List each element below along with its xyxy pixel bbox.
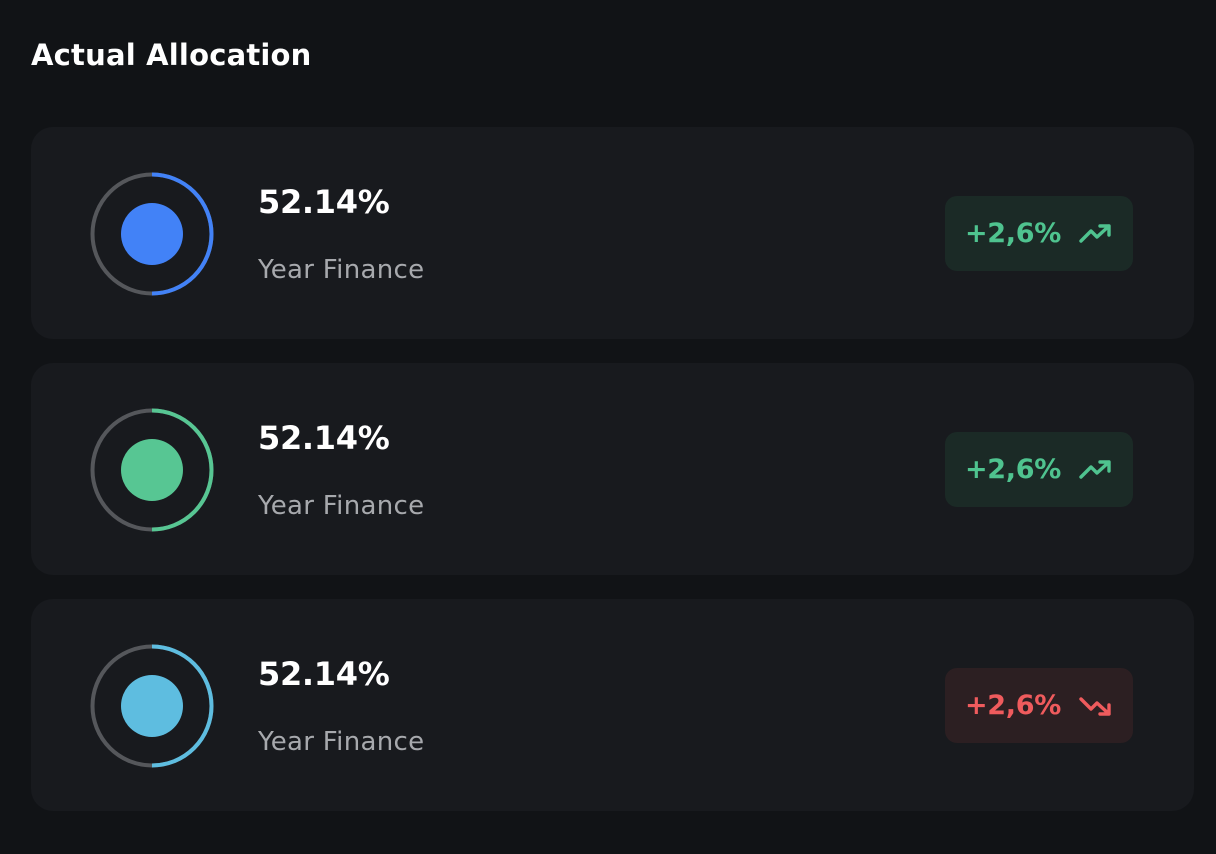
allocation-ring [89, 643, 215, 769]
allocation-card[interactable]: 52.14% Year Finance +2,6% [31, 599, 1194, 811]
allocation-value: 52.14% [258, 419, 390, 457]
allocation-value: 52.14% [258, 655, 390, 693]
allocation-label: Year Finance [258, 727, 425, 757]
change-badge: +2,6% [945, 668, 1133, 743]
allocation-ring [89, 171, 215, 297]
change-badge: +2,6% [945, 196, 1133, 271]
trend-up-icon [1079, 222, 1113, 246]
ring-chart [90, 172, 214, 296]
change-value: +2,6% [964, 454, 1061, 485]
ring-chart [90, 644, 214, 768]
allocation-label: Year Finance [258, 491, 425, 521]
trend-down-icon [1079, 694, 1113, 718]
trend-up-icon [1079, 458, 1113, 482]
allocation-card[interactable]: 52.14% Year Finance +2,6% [31, 127, 1194, 339]
allocation-card[interactable]: 52.14% Year Finance +2,6% [31, 363, 1194, 575]
ring-center-dot [121, 203, 183, 265]
change-badge: +2,6% [945, 432, 1133, 507]
ring-center-dot [121, 675, 183, 737]
ring-chart [90, 408, 214, 532]
section-title: Actual Allocation [31, 38, 312, 72]
change-value: +2,6% [964, 690, 1061, 721]
allocation-label: Year Finance [258, 255, 425, 285]
ring-center-dot [121, 439, 183, 501]
allocation-ring [89, 407, 215, 533]
change-value: +2,6% [964, 218, 1061, 249]
allocation-value: 52.14% [258, 183, 390, 221]
